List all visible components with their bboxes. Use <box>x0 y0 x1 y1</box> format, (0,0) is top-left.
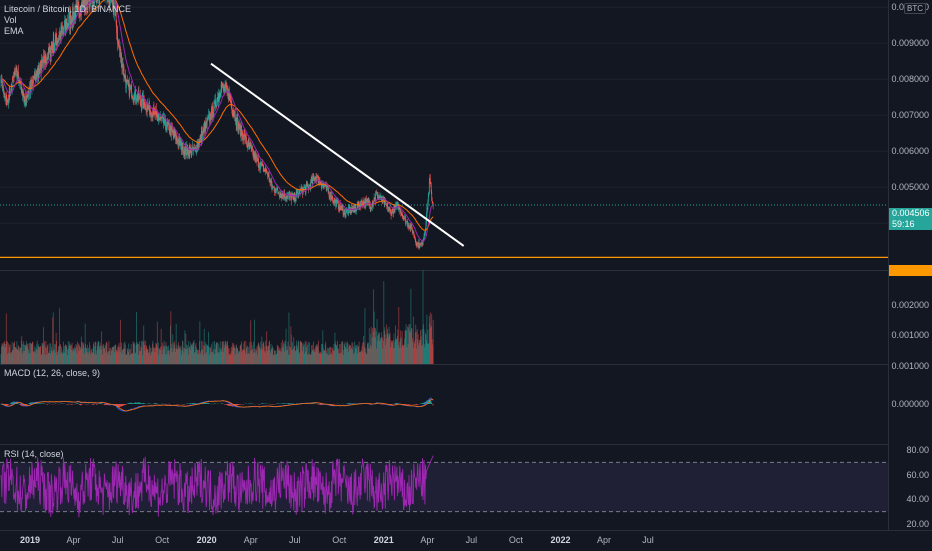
rsi-scale-label: 40.00 <box>906 494 929 504</box>
time-axis-label: Apr <box>597 535 611 545</box>
macd-histogram-bar <box>433 404 434 405</box>
price-scale-label: 0.009000 <box>891 38 929 48</box>
rsi-title[interactable]: RSI (14, close) <box>4 449 64 460</box>
time-axis-label: Jul <box>466 535 478 545</box>
candle-body <box>15 73 16 75</box>
candle-body <box>364 201 365 202</box>
candle-body <box>18 72 19 76</box>
volume-scale-label: 0.002000 <box>891 300 929 310</box>
ema-legend[interactable]: EMA <box>4 26 131 37</box>
macd-histogram-bar <box>49 403 50 404</box>
current-price-value: 0.004506 <box>892 208 932 219</box>
candle-body <box>118 41 119 46</box>
time-axis-label: Oct <box>155 535 169 545</box>
macd-line <box>1 398 433 411</box>
macd-legend: MACD (12, 26, close, 9) <box>4 368 100 379</box>
macd-title[interactable]: MACD (12, 26, close, 9) <box>4 368 100 379</box>
candle-body <box>246 137 247 144</box>
candle-body <box>32 80 33 82</box>
volume-legend[interactable]: Vol <box>4 15 131 26</box>
currency-button[interactable]: BTC <box>904 3 926 14</box>
time-axis-label: Jul <box>289 535 301 545</box>
time-axis-label: 2020 <box>197 535 217 545</box>
candle-body <box>430 178 431 182</box>
macd-histogram-bar <box>78 403 79 404</box>
candle-body <box>151 112 152 116</box>
candle-body <box>413 232 414 236</box>
time-axis-label: Oct <box>332 535 346 545</box>
candle-body <box>150 111 151 113</box>
macd-histogram-bar <box>431 403 432 404</box>
current-price-tag: 0.004506 59:16 <box>889 208 932 230</box>
price-scale-label: 0.007000 <box>891 110 929 120</box>
candle-body <box>24 98 25 101</box>
candle-body <box>260 164 261 169</box>
macd-histogram-bar <box>96 404 97 405</box>
level-price-tag <box>889 265 932 276</box>
rsi-scale-label: 20.00 <box>906 519 929 529</box>
price-scale-label: 0.008000 <box>891 74 929 84</box>
time-axis-label: Apr <box>420 535 434 545</box>
candle-body <box>373 201 374 203</box>
rsi-scale-label: 60.00 <box>906 470 929 480</box>
volume-scale-label: 0.001000 <box>891 330 929 340</box>
time-axis-label: Jul <box>642 535 654 545</box>
macd-scale-label: 0.001000 <box>891 361 929 371</box>
candle-body <box>12 85 13 90</box>
price-scale-label: 0.006000 <box>891 146 929 156</box>
macd-histogram-bar <box>87 404 88 405</box>
main-legend: Litecoin / Bitcoin, 1D, BINANCE Vol EMA <box>4 4 131 37</box>
bar-countdown: 59:16 <box>892 219 932 230</box>
candle-body <box>393 209 394 214</box>
time-axis[interactable]: 2019 Apr Jul Oct 2020 Apr Jul Oct 2021 Apr Jul Oct 2… <box>0 530 932 551</box>
time-axis-label: 2021 <box>374 535 394 545</box>
macd-scale-label: 0.000000 <box>891 399 929 409</box>
candle-body <box>44 56 45 63</box>
time-axis-label: Oct <box>509 535 523 545</box>
candle-body <box>110 0 111 3</box>
rsi-scale-label: 80.00 <box>906 445 929 455</box>
symbol-title[interactable]: Litecoin / Bitcoin, 1D, BINANCE <box>4 4 131 15</box>
descending-trendline <box>211 64 464 246</box>
price-scale-label: 0.005000 <box>891 182 929 192</box>
volume-bar <box>433 320 434 364</box>
time-axis-label: Apr <box>67 535 81 545</box>
candle-body <box>96 1 97 3</box>
time-axis-label: Jul <box>112 535 124 545</box>
time-axis-label: 2022 <box>550 535 570 545</box>
candle-body <box>423 242 424 246</box>
rsi-legend: RSI (14, close) <box>4 449 64 460</box>
time-axis-label: Apr <box>244 535 258 545</box>
candle-body <box>332 196 333 200</box>
time-axis-label: 2019 <box>20 535 40 545</box>
candle-body <box>185 147 186 155</box>
macd-histogram-bar <box>72 404 73 405</box>
candle-body <box>31 80 32 88</box>
macd-signal-line <box>1 399 433 411</box>
